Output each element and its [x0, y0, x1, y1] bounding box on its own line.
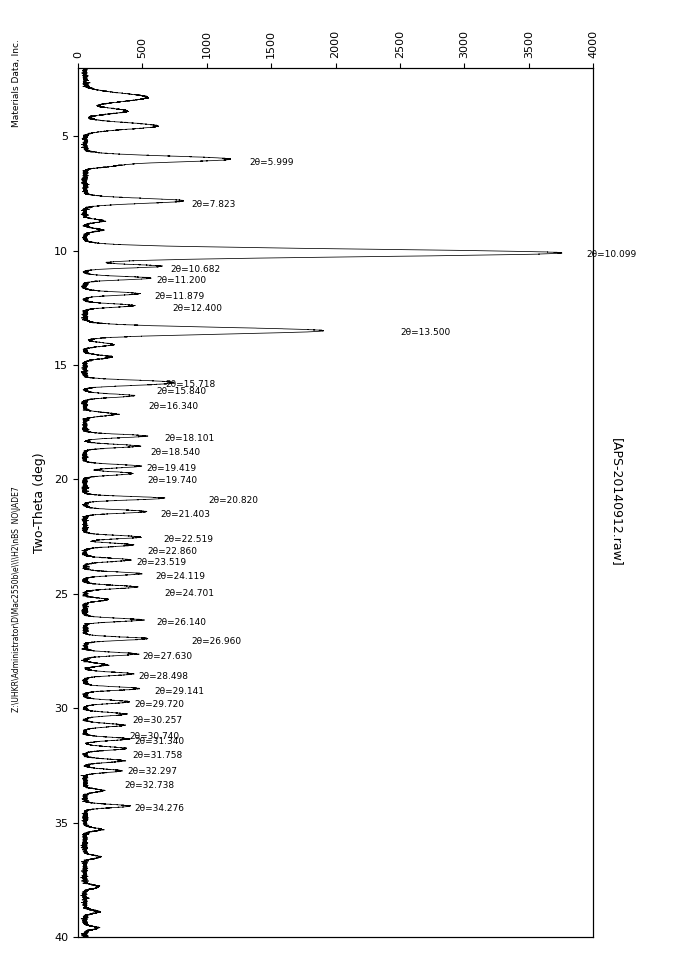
Text: 2θ=26.140: 2θ=26.140	[157, 618, 207, 627]
Text: 2θ=30.257: 2θ=30.257	[132, 717, 182, 725]
Text: 2θ=15.840: 2θ=15.840	[157, 386, 207, 396]
Text: 2θ=32.738: 2θ=32.738	[124, 781, 174, 790]
Text: 2θ=32.297: 2θ=32.297	[127, 767, 177, 777]
Text: 2θ=10.099: 2θ=10.099	[586, 250, 637, 259]
Text: 2θ=31.340: 2θ=31.340	[135, 737, 185, 746]
Text: 2θ=34.276: 2θ=34.276	[135, 805, 184, 813]
Text: 2θ=26.960: 2θ=26.960	[191, 637, 241, 646]
Text: 2θ=12.400: 2θ=12.400	[172, 303, 222, 313]
Text: 2θ=19.740: 2θ=19.740	[148, 476, 198, 485]
Text: 2θ=22.860: 2θ=22.860	[148, 547, 197, 556]
Text: 2θ=27.630: 2θ=27.630	[142, 652, 193, 662]
Text: 2θ=16.340: 2θ=16.340	[148, 402, 199, 412]
Text: 2θ=24.701: 2θ=24.701	[164, 589, 214, 598]
Text: 2θ=29.141: 2θ=29.141	[154, 687, 204, 696]
Text: 2θ=19.419: 2θ=19.419	[146, 465, 197, 473]
Text: 2θ=24.119: 2θ=24.119	[155, 572, 205, 581]
Y-axis label: Two-Theta (deg): Two-Theta (deg)	[33, 452, 46, 553]
Text: 2θ=18.540: 2θ=18.540	[150, 448, 200, 458]
Text: 2θ=23.519: 2θ=23.519	[136, 558, 186, 567]
Text: 2θ=11.200: 2θ=11.200	[157, 276, 207, 285]
Text: 2θ=11.879: 2θ=11.879	[154, 292, 204, 300]
Text: 2θ=21.403: 2θ=21.403	[161, 510, 210, 519]
Text: 2θ=5.999: 2θ=5.999	[250, 158, 294, 167]
Y-axis label: [APS-20140912.raw]: [APS-20140912.raw]	[610, 438, 623, 567]
Text: 2θ=22.519: 2θ=22.519	[163, 535, 213, 544]
Text: 2θ=18.101: 2θ=18.101	[164, 435, 214, 443]
Text: 2θ=30.740: 2θ=30.740	[129, 731, 180, 741]
Text: 2θ=7.823: 2θ=7.823	[191, 200, 236, 209]
Text: 2θ=13.500: 2θ=13.500	[400, 327, 450, 337]
Text: 2θ=29.720: 2θ=29.720	[135, 700, 184, 709]
Text: 2θ=15.718: 2θ=15.718	[165, 380, 216, 388]
Text: 2θ=31.758: 2θ=31.758	[132, 751, 182, 760]
Text: 2θ=10.682: 2θ=10.682	[171, 265, 221, 273]
Text: Materials Data, Inc.: Materials Data, Inc.	[12, 39, 22, 127]
Text: 2θ=20.820: 2θ=20.820	[208, 497, 258, 505]
Text: 2θ=28.498: 2θ=28.498	[138, 672, 188, 681]
Text: Z:\UHKR\Administrator\D\Mac2550b\e\\\\H2\nBS  NO\JADE7: Z:\UHKR\Administrator\D\Mac2550b\e\\\\H2…	[12, 486, 22, 712]
